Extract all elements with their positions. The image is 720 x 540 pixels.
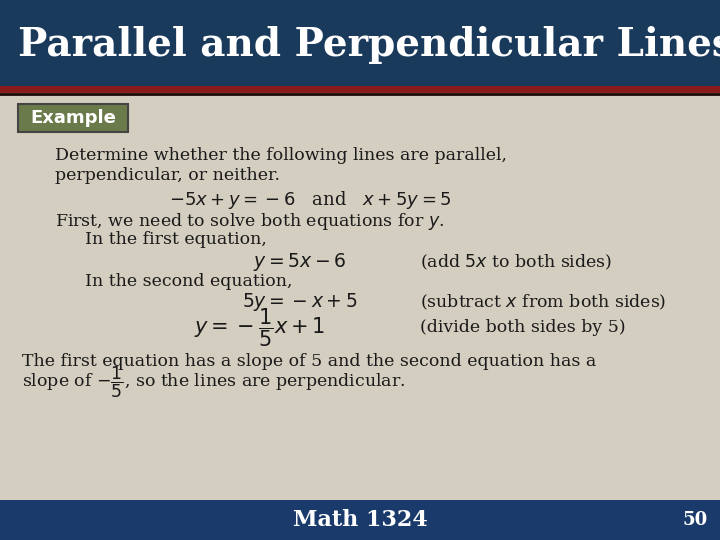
Text: Example: Example [30,109,116,127]
Text: slope of $-\dfrac{1}{5}$, so the lines are perpendicular.: slope of $-\dfrac{1}{5}$, so the lines a… [22,364,405,400]
Text: The first equation has a slope of 5 and the second equation has a: The first equation has a slope of 5 and … [22,354,596,370]
Text: Parallel and Perpendicular Lines: Parallel and Perpendicular Lines [18,25,720,64]
Text: Determine whether the following lines are parallel,: Determine whether the following lines ar… [55,146,507,164]
Text: (add $5x$ to both sides): (add $5x$ to both sides) [420,252,612,272]
Text: $y = -\dfrac{1}{5}x + 1$: $y = -\dfrac{1}{5}x + 1$ [194,307,325,349]
Text: (subtract $x$ from both sides): (subtract $x$ from both sides) [420,292,666,312]
Text: In the first equation,: In the first equation, [85,232,267,248]
Text: In the second equation,: In the second equation, [85,273,292,291]
Text: $5y = -x + 5$: $5y = -x + 5$ [243,291,358,313]
Text: (divide both sides by 5): (divide both sides by 5) [420,320,626,336]
Bar [0,0,720,89]
Text: First, we need to solve both equations for $y$.: First, we need to solve both equations f… [55,212,444,233]
Text: 50: 50 [683,511,708,529]
Text: Math 1324: Math 1324 [292,509,428,531]
Text: $-5x + y = -6$   and   $x + 5y = 5$: $-5x + y = -6$ and $x + 5y = 5$ [168,189,451,211]
Bar [18,104,128,132]
Text: $y = 5x - 6$: $y = 5x - 6$ [253,251,347,273]
Bar [0,500,720,540]
Text: perpendicular, or neither.: perpendicular, or neither. [55,166,280,184]
